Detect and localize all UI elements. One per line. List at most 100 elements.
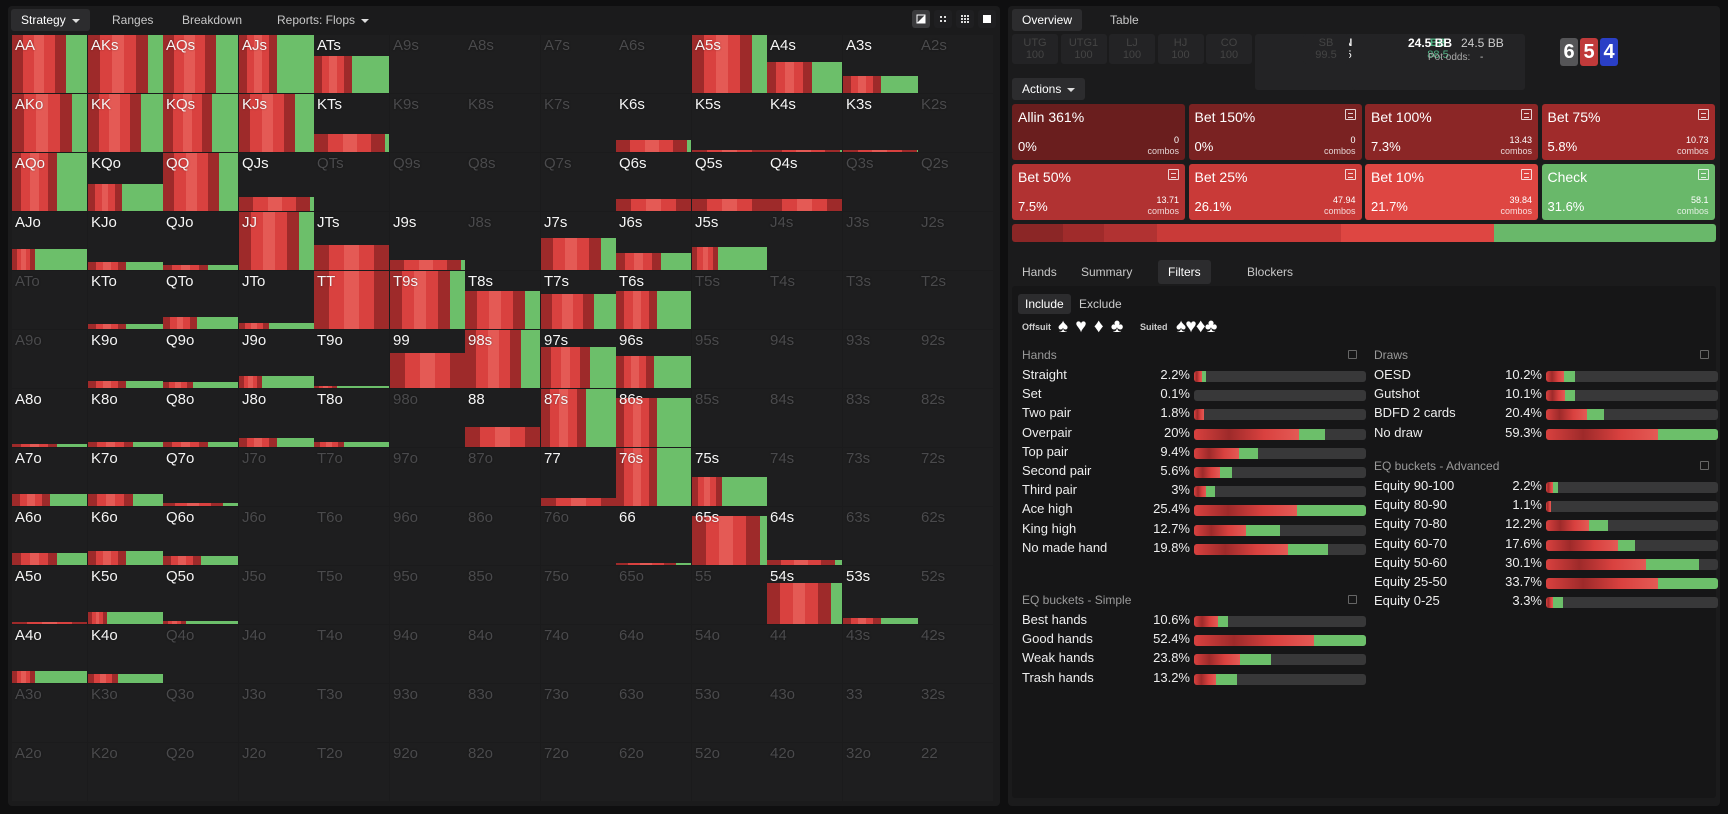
filter-row[interactable]: No draw 59.3% <box>1374 425 1718 444</box>
seat-sb[interactable]: SB 99.5 <box>1303 34 1349 64</box>
hand-cell[interactable]: J7s <box>541 212 616 270</box>
subtab-filters[interactable]: Filters <box>1158 260 1211 284</box>
tab-reports[interactable]: Reports: Flops <box>267 9 379 31</box>
collapse-icon[interactable] <box>1348 595 1357 604</box>
seat-hj[interactable]: HJ 100 <box>1157 34 1204 64</box>
list-icon[interactable] <box>1168 169 1179 180</box>
hand-cell[interactable]: T2s <box>918 271 993 329</box>
hand-cell[interactable]: AQs <box>163 35 238 93</box>
filter-row[interactable]: OESD 10.2% <box>1374 367 1718 386</box>
hand-cell[interactable]: A7o <box>12 448 87 506</box>
hand-cell[interactable]: K6o <box>88 507 163 565</box>
hand-cell[interactable]: 92o <box>390 743 465 801</box>
hand-cell[interactable]: T5o <box>314 566 389 624</box>
hand-cell[interactable]: K5s <box>692 94 767 152</box>
hand-cell[interactable]: 65s <box>692 507 767 565</box>
hand-cell[interactable]: 83o <box>465 684 540 742</box>
hand-cell[interactable]: 95o <box>390 566 465 624</box>
seat-bb[interactable]: BB 88.5 <box>1351 34 1525 90</box>
filter-row[interactable]: Trash hands 13.2% <box>1022 670 1366 689</box>
hand-cell[interactable]: Q6s <box>616 153 691 211</box>
filter-row[interactable]: Equity 0-25 3.3% <box>1374 593 1718 612</box>
subtab-hands[interactable]: Hands <box>1022 265 1057 279</box>
hand-cell[interactable]: J3s <box>843 212 918 270</box>
hand-cell[interactable]: 52s <box>918 566 993 624</box>
hand-cell[interactable]: Q8o <box>163 389 238 447</box>
hand-cell[interactable]: 53o <box>692 684 767 742</box>
hand-cell[interactable]: 63o <box>616 684 691 742</box>
hand-cell[interactable]: A2o <box>12 743 87 801</box>
hand-cell[interactable]: T6s <box>616 271 691 329</box>
hand-cell[interactable]: QTo <box>163 271 238 329</box>
collapse-icon[interactable] <box>1700 461 1709 470</box>
hand-cell[interactable]: K2s <box>918 94 993 152</box>
hand-cell[interactable]: J6o <box>239 507 314 565</box>
hand-cell[interactable]: Q7o <box>163 448 238 506</box>
hand-cell[interactable]: J3o <box>239 684 314 742</box>
action-card[interactable]: Bet 50% 7.5% 13.71 combos <box>1012 164 1185 220</box>
subtab-summary[interactable]: Summary <box>1081 265 1133 279</box>
hand-cell[interactable]: 42s <box>918 625 993 683</box>
hand-cell[interactable]: T9o <box>314 330 389 388</box>
hand-cell[interactable]: AKs <box>88 35 163 93</box>
filter-row[interactable]: Straight 2.2% <box>1022 367 1366 386</box>
subtab-blockers[interactable]: Blockers <box>1247 265 1294 279</box>
hand-cell[interactable]: A4o <box>12 625 87 683</box>
tab-breakdown[interactable]: Breakdown <box>182 13 243 27</box>
hand-cell[interactable]: 62s <box>918 507 993 565</box>
filter-row[interactable]: Third pair 3% <box>1022 482 1366 501</box>
hand-cell[interactable]: TT <box>314 271 389 329</box>
hand-cell[interactable]: 62o <box>616 743 691 801</box>
hand-cell[interactable]: AKo <box>12 94 87 152</box>
tab-ranges[interactable]: Ranges <box>112 13 154 27</box>
hand-cell[interactable]: 43o <box>767 684 842 742</box>
list-icon[interactable] <box>1697 169 1709 180</box>
hand-cell[interactable]: 96o <box>390 507 465 565</box>
hand-cell[interactable]: QJo <box>163 212 238 270</box>
hand-cell[interactable]: T7o <box>314 448 389 506</box>
hand-cell[interactable]: A8o <box>12 389 87 447</box>
hand-cell[interactable]: 82s <box>918 389 993 447</box>
hand-cell[interactable]: 99 <box>390 330 465 388</box>
hand-cell[interactable]: 54s <box>767 566 842 624</box>
filter-row[interactable]: Best hands 10.6% <box>1022 612 1366 631</box>
filter-row[interactable]: Overpair 20% <box>1022 425 1366 444</box>
seat-utg[interactable]: UTG 100 <box>1012 34 1058 64</box>
hand-cell[interactable]: 76s <box>616 448 691 506</box>
hand-cell[interactable]: 54o <box>692 625 767 683</box>
hand-cell[interactable]: K9o <box>88 330 163 388</box>
hand-cell[interactable]: 66 <box>616 507 691 565</box>
filter-row[interactable]: Equity 80-90 1.1% <box>1374 497 1718 516</box>
filter-row[interactable]: Gutshot 10.1% <box>1374 386 1718 405</box>
filter-row[interactable]: King high 12.7% <box>1022 521 1366 540</box>
hand-cell[interactable]: Q5o <box>163 566 238 624</box>
hand-cell[interactable]: 53s <box>843 566 918 624</box>
seat-lj[interactable]: LJ 100 <box>1109 34 1155 64</box>
hand-cell[interactable]: A9s <box>390 35 465 93</box>
filter-row[interactable]: Set 0.1% <box>1022 386 1366 405</box>
hand-cell[interactable]: 72o <box>541 743 616 801</box>
filter-row[interactable]: Equity 90-100 2.2% <box>1374 478 1718 497</box>
hand-cell[interactable]: 22 <box>918 743 993 801</box>
hand-cell[interactable]: J4o <box>239 625 314 683</box>
hand-cell[interactable]: AJo <box>12 212 87 270</box>
hand-cell[interactable]: A9o <box>12 330 87 388</box>
hand-cell[interactable]: KTo <box>88 271 163 329</box>
suited-suit-icons[interactable]: ♠ ♥ ♦ ♣ <box>1176 316 1217 337</box>
hand-cell[interactable]: 32s <box>918 684 993 742</box>
hand-cell[interactable]: KJo <box>88 212 163 270</box>
hand-cell[interactable]: 74s <box>767 448 842 506</box>
hand-cell[interactable]: A7s <box>541 35 616 93</box>
hand-cell[interactable]: A3s <box>843 35 918 93</box>
hand-cell[interactable]: K8s <box>465 94 540 152</box>
action-card[interactable]: Bet 150% 0% 0 combos <box>1188 104 1362 160</box>
hand-cell[interactable]: 84o <box>465 625 540 683</box>
filter-row[interactable]: Two pair 1.8% <box>1022 405 1366 424</box>
hand-cell[interactable]: 85s <box>692 389 767 447</box>
hand-cell[interactable]: 77 <box>541 448 616 506</box>
hand-cell[interactable]: A8s <box>465 35 540 93</box>
action-card[interactable]: Bet 25% 26.1% 47.94 combos <box>1188 164 1362 220</box>
tab-overview[interactable]: Overview <box>1012 9 1083 31</box>
hand-cell[interactable]: 75o <box>541 566 616 624</box>
filter-row[interactable]: Equity 50-60 30.1% <box>1374 555 1718 574</box>
